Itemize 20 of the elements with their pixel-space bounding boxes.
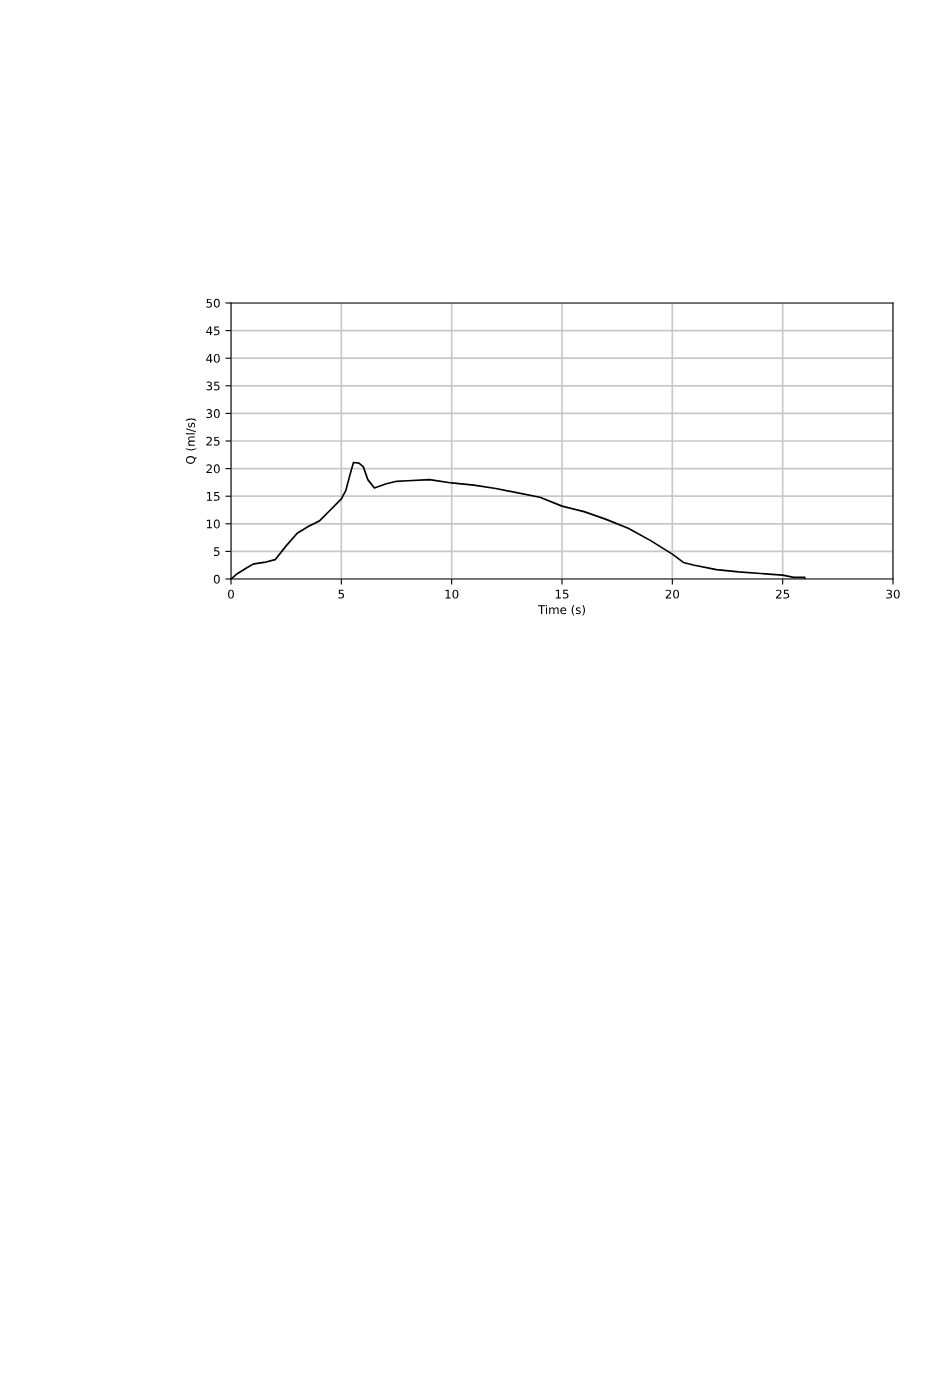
x-tick-label: 15 xyxy=(555,589,569,599)
x-tick-label: 10 xyxy=(445,589,459,599)
y-tick-label: 15 xyxy=(206,492,220,501)
y-tick-label: 35 xyxy=(206,381,220,391)
x-tick-label: 25 xyxy=(776,589,790,599)
y-tick-label: 25 xyxy=(206,436,220,446)
y-tick-label: 45 xyxy=(206,326,220,336)
y-tick-label: 20 xyxy=(206,464,220,474)
y-tick-label: 30 xyxy=(206,409,220,419)
x-tick-label: 0 xyxy=(228,589,234,599)
y-axis-title: Q (ml/s) xyxy=(185,418,197,464)
y-tick-label: 0 xyxy=(213,574,220,584)
y-tick-label: 5 xyxy=(213,547,220,557)
y-tick-label: 40 xyxy=(206,353,220,363)
x-tick-label: 30 xyxy=(886,589,900,599)
x-tick-label: 5 xyxy=(338,589,345,599)
x-tick-label: 20 xyxy=(665,589,680,599)
y-tick-label: 10 xyxy=(206,519,220,529)
y-tick-label: 50 xyxy=(206,298,220,308)
x-axis-title: Time (s) xyxy=(537,605,585,616)
